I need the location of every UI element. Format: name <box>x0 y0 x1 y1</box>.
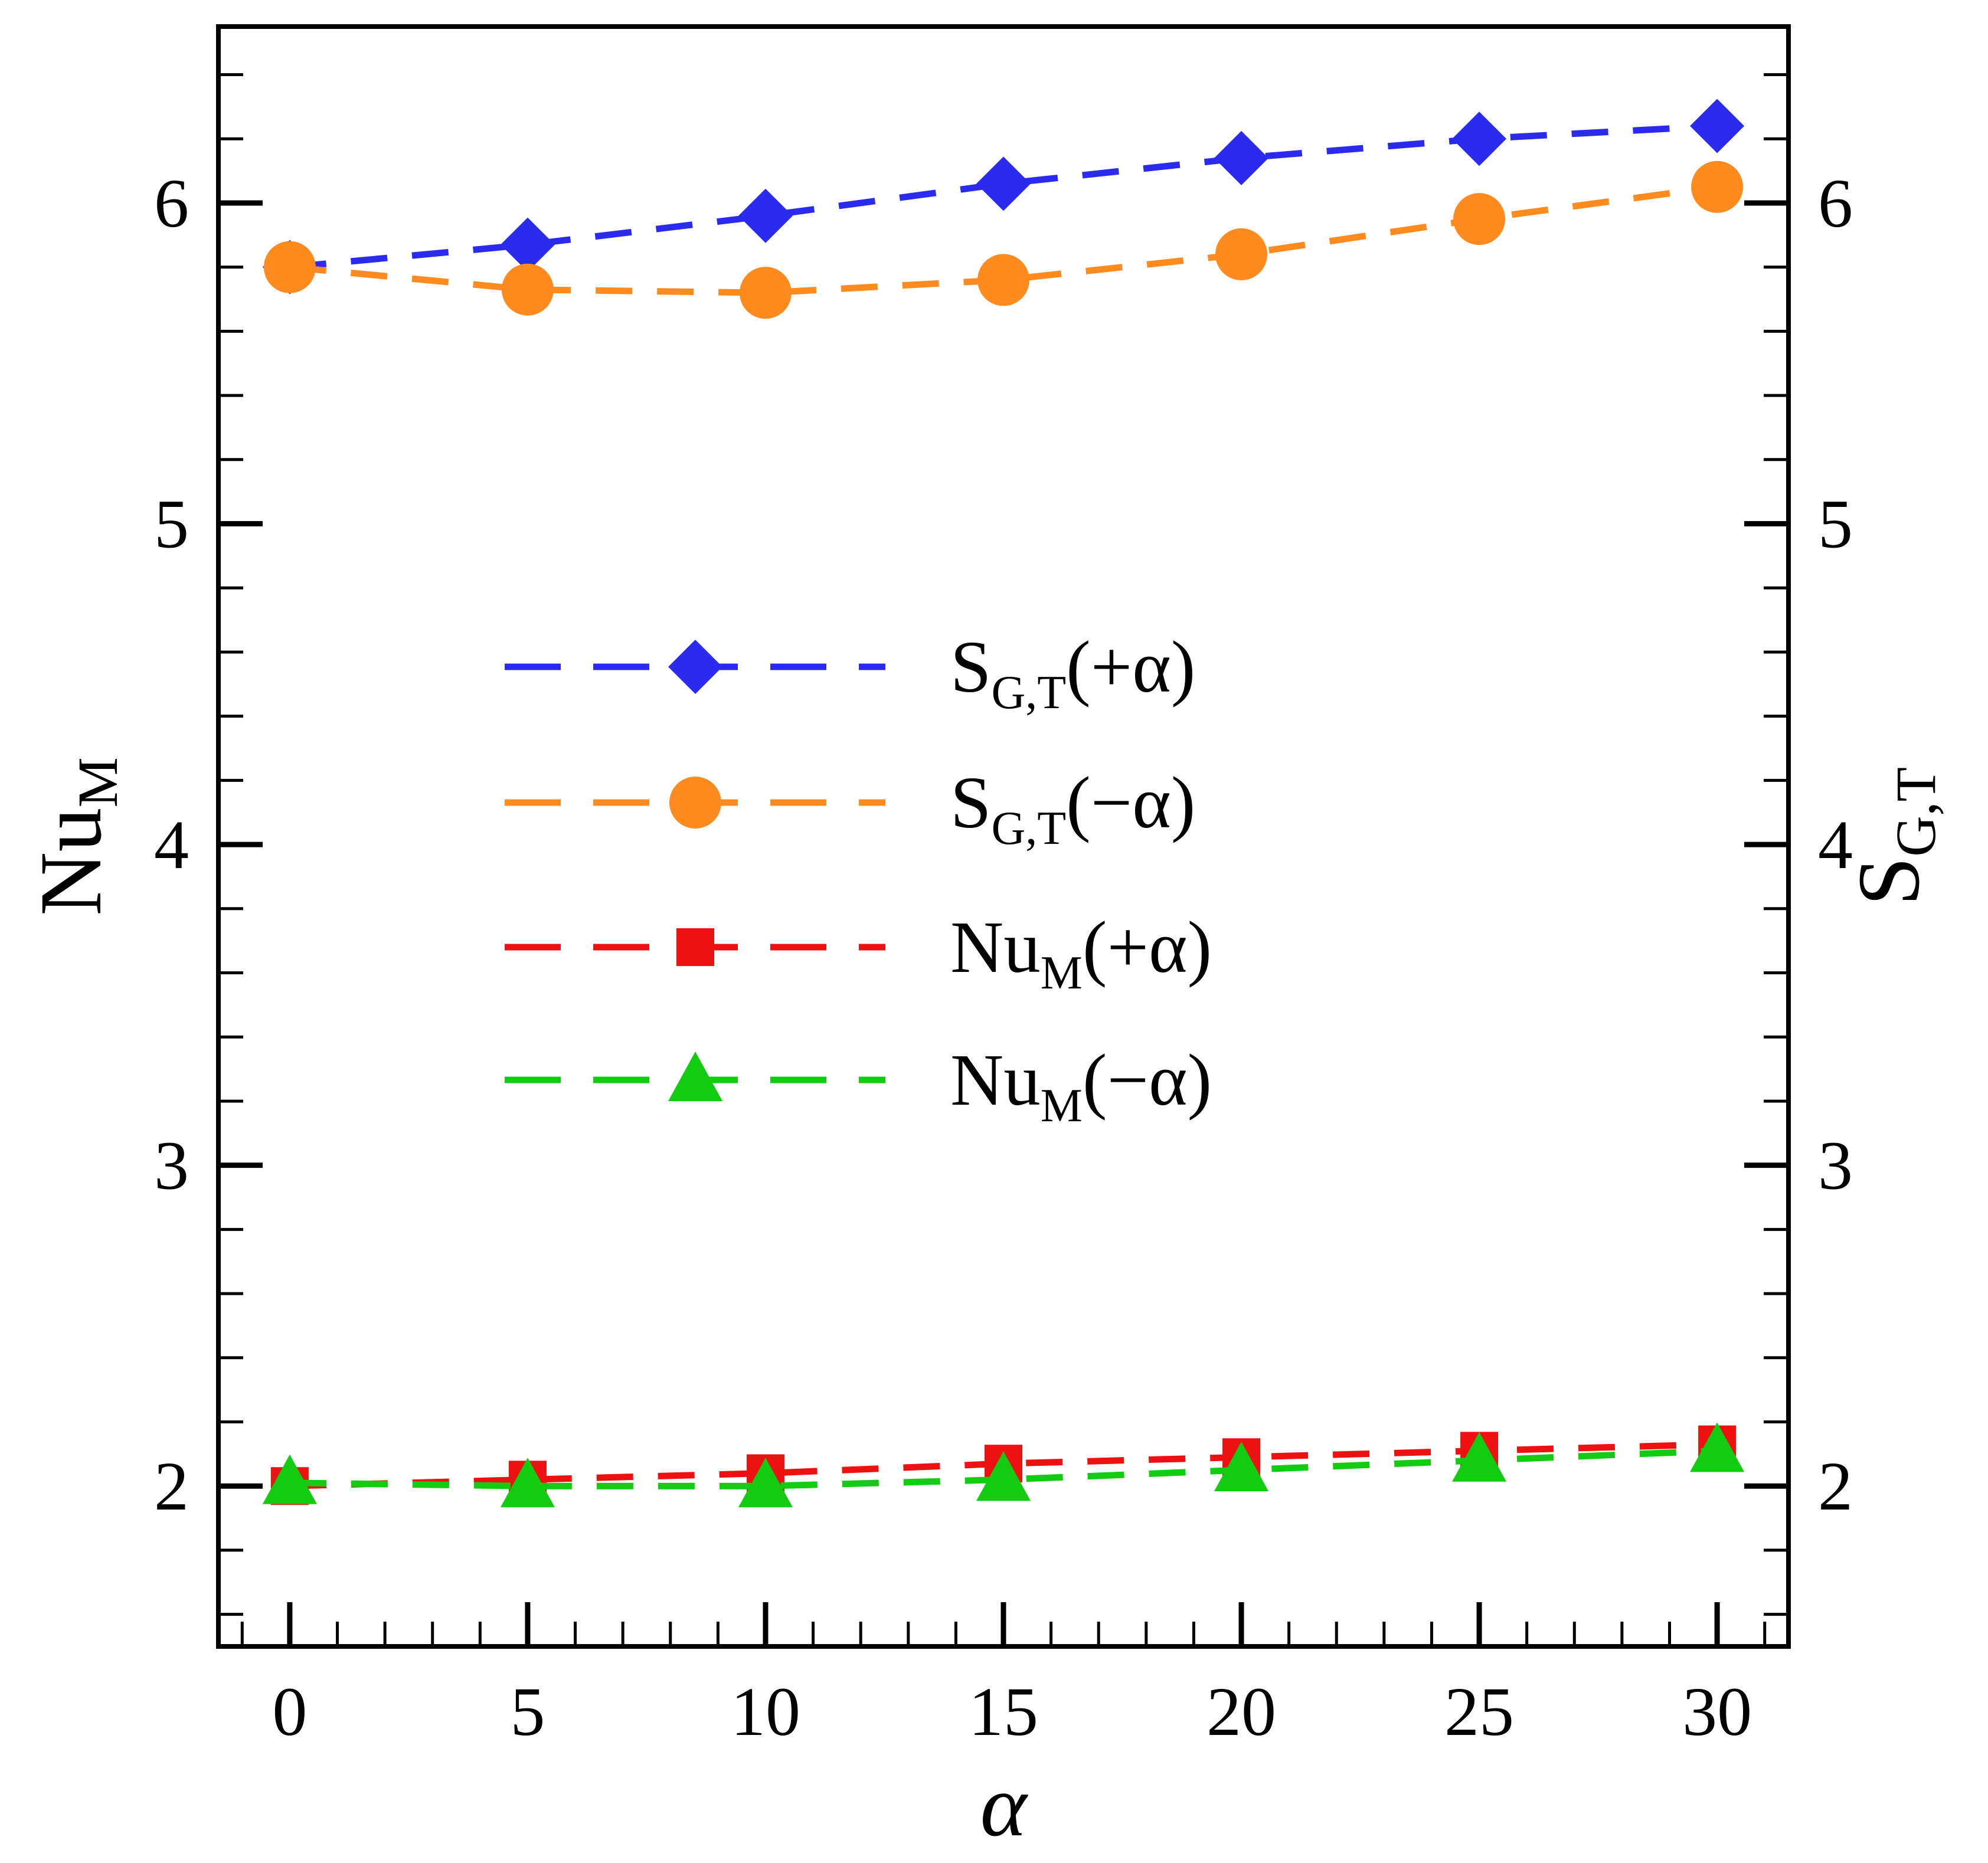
y-tick-label-left: 5 <box>154 486 189 563</box>
legend-label-tail: (+α) <box>1083 907 1212 988</box>
legend: SG,T(+α)SG,T(−α)NuM(+α)NuM(−α) <box>505 627 1212 1132</box>
legend-label: SG,T(−α) <box>950 762 1195 854</box>
data-point-diamond <box>1452 112 1507 166</box>
x-tick-label: 15 <box>969 1673 1038 1750</box>
series-layer <box>262 99 1745 1508</box>
x-axis-label: α <box>980 1757 1029 1855</box>
legend-entry-1: SG,T(−α) <box>505 762 1195 854</box>
y-axis-label-right-main: S <box>1840 857 1938 906</box>
data-point-triangle <box>1214 1442 1269 1492</box>
x-tick-label: 20 <box>1206 1673 1276 1750</box>
data-point-triangle <box>738 1458 793 1508</box>
data-point-diamond <box>1214 130 1269 185</box>
legend-label-sub: G,T <box>992 803 1067 854</box>
y-tick-label-right: 6 <box>1818 165 1853 242</box>
tick-labels: 2 2 3 3 4 4 5 5 6 6 0 5 10 15 20 25 30 <box>154 165 1853 1750</box>
legend-marker-triangle <box>668 1052 722 1101</box>
data-point-triangle <box>500 1458 555 1508</box>
legend-label-main: S <box>950 627 992 708</box>
legend-label-tail: (+α) <box>1066 627 1195 708</box>
legend-label-sub: G,T <box>992 667 1067 719</box>
legend-label-sub: M <box>1041 947 1083 999</box>
x-tick-label: 5 <box>510 1673 545 1750</box>
data-point-diamond <box>1690 99 1745 153</box>
data-point-diamond <box>500 217 555 272</box>
legend-label: SG,T(+α) <box>950 627 1195 719</box>
y-axis-label-right: SG,T <box>1840 767 1947 906</box>
series-3 <box>262 1422 1745 1508</box>
data-point-diamond <box>976 156 1031 211</box>
x-tick-label: 25 <box>1444 1673 1514 1750</box>
x-tick-label: 30 <box>1682 1673 1752 1750</box>
legend-marker-square <box>676 928 714 966</box>
y-axis-label-right-sub: G,T <box>1884 767 1947 857</box>
data-point-circle <box>739 267 792 319</box>
legend-label-tail: (−α) <box>1083 1040 1212 1121</box>
legend-entry-2: NuM(+α) <box>505 907 1212 999</box>
y-tick-label-left: 6 <box>154 165 189 242</box>
legend-label: NuM(+α) <box>950 907 1212 999</box>
data-point-circle <box>977 254 1029 306</box>
data-point-circle <box>1453 193 1506 245</box>
data-point-circle <box>263 241 316 293</box>
data-point-triangle <box>262 1454 317 1504</box>
y-tick-label-left: 2 <box>154 1448 189 1525</box>
y-tick-label-right: 2 <box>1818 1448 1853 1525</box>
legend-label-sub: M <box>1041 1080 1083 1132</box>
y-axis-label-left: NuM <box>22 757 129 916</box>
x-tick-label: 0 <box>272 1673 307 1750</box>
y-axis-label-left-sub: M <box>66 757 129 807</box>
axis-ticks <box>218 73 1788 1646</box>
legend-marker-diamond <box>668 640 722 694</box>
legend-label: NuM(−α) <box>950 1040 1212 1132</box>
legend-entry-3: NuM(−α) <box>505 1040 1212 1132</box>
legend-label-main: Nu <box>950 907 1041 988</box>
y-tick-label-right: 3 <box>1818 1127 1853 1204</box>
plot-frame <box>216 24 1791 1649</box>
data-point-circle <box>501 263 554 316</box>
data-point-triangle <box>1690 1422 1745 1472</box>
data-point-triangle <box>1452 1432 1507 1482</box>
y-tick-label-left: 4 <box>154 806 189 883</box>
data-point-circle <box>1691 161 1744 213</box>
legend-entry-0: SG,T(+α) <box>505 627 1195 719</box>
legend-label-tail: (−α) <box>1066 762 1195 844</box>
legend-marker-circle <box>669 777 721 829</box>
y-axis-label-left-main: Nu <box>22 808 120 916</box>
data-point-circle <box>1215 228 1268 280</box>
y-tick-label-right: 4 <box>1818 806 1853 883</box>
legend-label-main: Nu <box>950 1040 1041 1121</box>
series-1 <box>263 161 1744 319</box>
series-0 <box>262 99 1745 294</box>
y-tick-label-right: 5 <box>1818 486 1853 563</box>
data-point-triangle <box>976 1451 1031 1501</box>
x-tick-label: 10 <box>731 1673 800 1750</box>
legend-label-main: S <box>950 762 992 844</box>
data-point-diamond <box>738 188 793 243</box>
y-tick-label-left: 3 <box>154 1127 189 1204</box>
